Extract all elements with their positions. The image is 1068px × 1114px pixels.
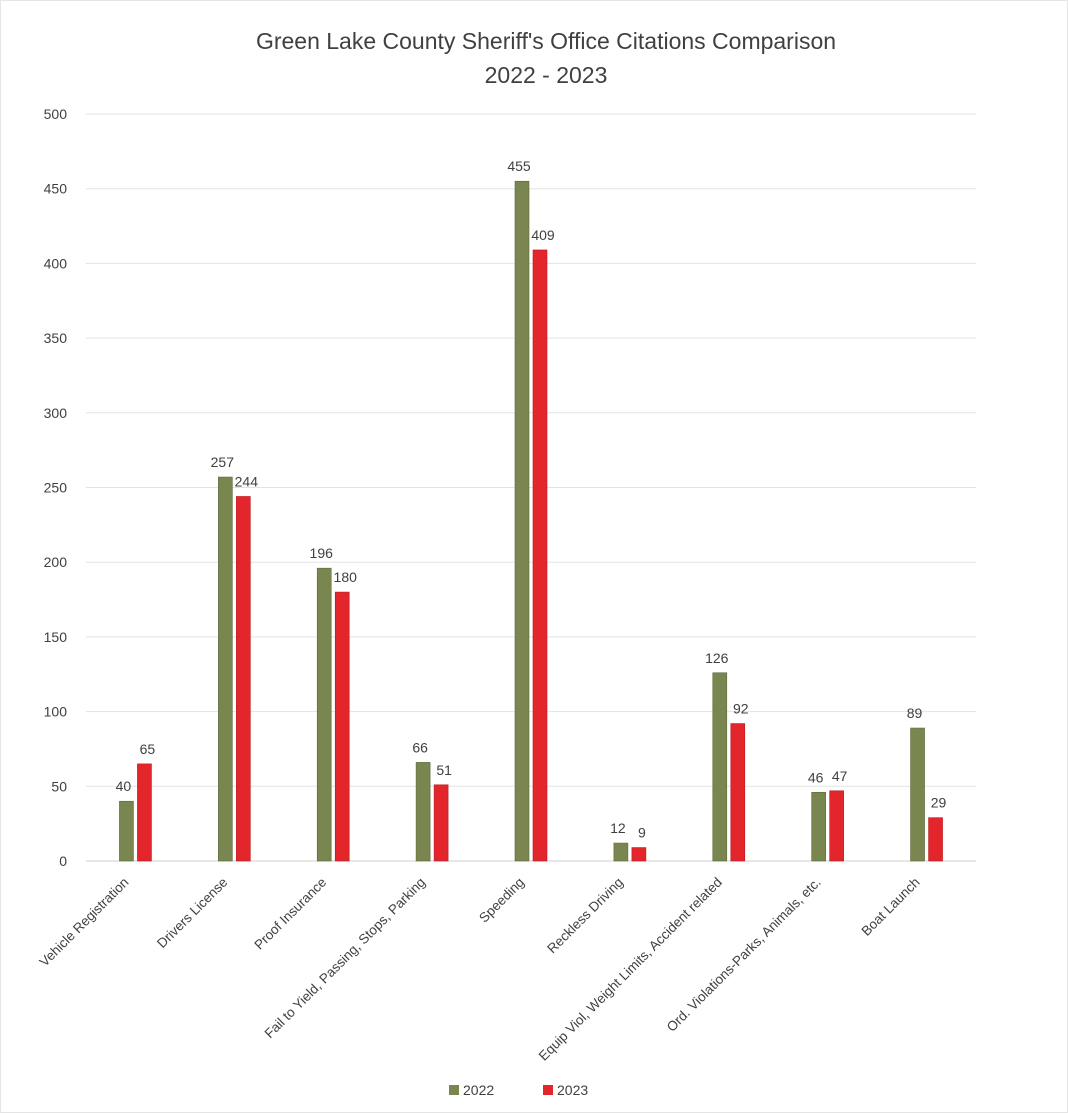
- data-label-2022-7: 46: [808, 769, 824, 785]
- y-tick-label: 500: [44, 106, 68, 122]
- bar-2022-7: [811, 791, 826, 862]
- bar-2022-8: [910, 727, 925, 862]
- y-tick-label: 450: [44, 181, 68, 197]
- y-tick-label: 200: [44, 554, 68, 570]
- x-axis-category-labels: Vehicle Registration Drivers License Proof…: [37, 875, 923, 1064]
- bar-2023-8: [928, 817, 943, 862]
- bar-2023-0: [137, 763, 152, 862]
- y-tick-label: 50: [51, 778, 67, 794]
- data-label-2022-6: 126: [705, 650, 729, 666]
- bar-2022-0: [119, 800, 134, 862]
- bar-2023-7: [829, 790, 844, 862]
- y-tick-label: 100: [44, 704, 68, 720]
- bar-2022-5: [613, 842, 629, 862]
- x-category-label-1: Drivers License: [154, 875, 230, 951]
- x-category-label-7: Ord. Violations-Parks, Animals, etc.: [664, 875, 824, 1035]
- bar-2022-1: [218, 476, 233, 862]
- y-tick-label: 150: [44, 629, 68, 645]
- data-label-2023-8: 29: [931, 795, 947, 811]
- x-category-label-8: Boat Launch: [858, 875, 922, 939]
- bar-2022-4: [514, 180, 530, 862]
- bar-2022-6: [712, 672, 728, 862]
- data-label-2022-5: 12: [610, 820, 626, 836]
- bars: [119, 180, 943, 862]
- data-label-2022-1: 257: [211, 454, 235, 470]
- bar-2023-1: [236, 496, 251, 862]
- data-label-2023-7: 47: [832, 768, 848, 784]
- x-category-label-2: Proof Insurance: [251, 875, 329, 953]
- x-category-label-0: Vehicle Registration: [37, 875, 132, 970]
- y-tick-label: 400: [44, 255, 68, 271]
- bar-2022-3: [415, 762, 431, 862]
- data-label-2023-6: 92: [733, 701, 749, 717]
- bar-2022-2: [316, 567, 332, 862]
- chart-subtitle: 2022 - 2023: [485, 62, 608, 88]
- bar-2023-5: [631, 847, 647, 862]
- gridlines: [86, 113, 976, 862]
- bar-2023-6: [730, 723, 746, 862]
- y-tick-label: 0: [59, 853, 67, 869]
- data-label-2023-5: 9: [638, 825, 646, 841]
- legend-label-2022: 2022: [463, 1082, 494, 1098]
- data-label-2023-2: 180: [334, 569, 358, 585]
- x-category-label-5: Reckless Driving: [544, 875, 626, 957]
- data-label-2022-0: 40: [116, 778, 132, 794]
- data-label-2023-1: 244: [235, 473, 259, 489]
- data-label-2023-3: 51: [436, 762, 452, 778]
- y-tick-label: 350: [44, 330, 68, 346]
- bar-2023-2: [334, 591, 350, 862]
- data-label-2022-2: 196: [310, 545, 334, 561]
- chart-title: Green Lake County Sheriff's Office Citat…: [256, 28, 836, 54]
- data-label-2023-0: 65: [140, 741, 156, 757]
- bar-2023-4: [532, 249, 548, 862]
- legend-label-2023: 2023: [557, 1082, 588, 1098]
- legend: 2022 2023: [449, 1082, 588, 1098]
- x-category-label-4: Speeding: [476, 875, 527, 926]
- data-label-2022-4: 455: [507, 158, 531, 174]
- legend-swatch-2022: [449, 1085, 459, 1095]
- legend-swatch-2023: [543, 1085, 553, 1095]
- x-category-label-3: Fail to Yield, Passing, Stops, Parking: [262, 875, 429, 1042]
- y-tick-label: 300: [44, 405, 68, 421]
- bar-2023-3: [433, 784, 449, 862]
- data-label-2022-3: 66: [412, 739, 428, 755]
- y-tick-label: 250: [44, 480, 68, 496]
- x-category-label-6: Equip Viol, Weight Limits, Accident rela…: [536, 875, 725, 1064]
- data-label-2022-8: 89: [907, 705, 923, 721]
- y-axis-tick-labels: 0 50 100 150 200 250 300 350 400 450 500: [44, 106, 68, 869]
- data-label-2023-4: 409: [531, 227, 555, 243]
